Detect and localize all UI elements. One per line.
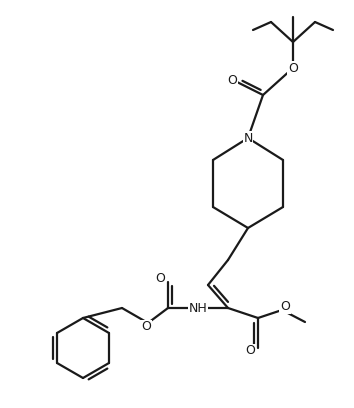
- Text: O: O: [155, 273, 165, 286]
- Text: O: O: [288, 62, 298, 75]
- Text: O: O: [245, 344, 255, 357]
- Text: O: O: [141, 321, 151, 333]
- Text: O: O: [280, 301, 290, 313]
- Text: NH: NH: [189, 302, 207, 315]
- Text: N: N: [243, 131, 253, 144]
- Text: O: O: [227, 73, 237, 86]
